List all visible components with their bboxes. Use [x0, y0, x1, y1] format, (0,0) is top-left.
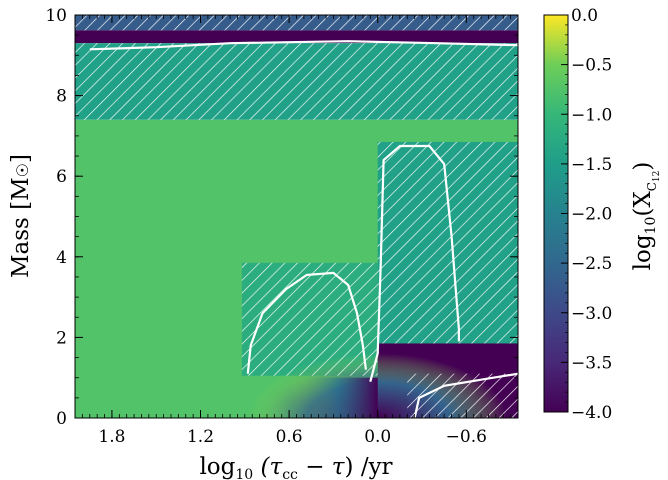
x-axis-label: log10 (τcc − τ) /yr: [199, 454, 392, 480]
colorbar-tick-label: 0.0: [571, 6, 598, 26]
x-tick-label: 0.0: [364, 427, 391, 447]
colorbar-tick-label: −2.0: [571, 205, 612, 225]
colorbar-tick-label: −4.0: [571, 403, 612, 423]
x-tick-label: 1.2: [187, 427, 214, 447]
colorbar-tick-label: −3.5: [571, 353, 612, 373]
plot-area: [75, 15, 518, 418]
y-tick-label: 6: [56, 167, 67, 187]
y-axis-label: Mass [M☉]: [8, 154, 34, 278]
colorbar-tick-label: −1.5: [571, 155, 612, 175]
x-tick-label: 1.8: [98, 427, 125, 447]
contour-2: [369, 144, 460, 382]
core-gradient-band: [289, 377, 378, 418]
contour-1: [246, 271, 367, 374]
hatch-helium-shell-zone: [241, 262, 378, 376]
region-shell-dark-band: [75, 30, 518, 44]
axes: 1.8 1.2 0.6 0.0 −0.6 0 2 4 6 8 10: [45, 6, 519, 447]
y-tick-label: 2: [56, 328, 67, 348]
colorbar-label: log10(XC12): [630, 162, 662, 271]
x-tick-label: 0.6: [276, 427, 303, 447]
hatch-upper-shell: [75, 43, 518, 120]
colorbar: 0.0 −0.5 −1.0 −1.5 −2.0 −2.5 −3.0 −3.5 −4.0: [543, 6, 612, 423]
hatch-core-burning-zone: [377, 141, 518, 344]
colorbar-tick-label: −0.5: [571, 56, 612, 76]
y-tick-label: 8: [56, 87, 67, 107]
colorbar-tick-label: −3.0: [571, 304, 612, 324]
y-tick-label: 10: [45, 6, 67, 26]
y-tick-label: 0: [56, 409, 67, 429]
contour-3: [413, 372, 518, 418]
contour-4: [89, 40, 518, 51]
colorbar-tick-label: −1.0: [571, 105, 612, 125]
x-tick-label: −0.6: [446, 427, 487, 447]
colorbar-tick-label: −2.5: [571, 254, 612, 274]
y-tick-label: 4: [56, 248, 67, 268]
